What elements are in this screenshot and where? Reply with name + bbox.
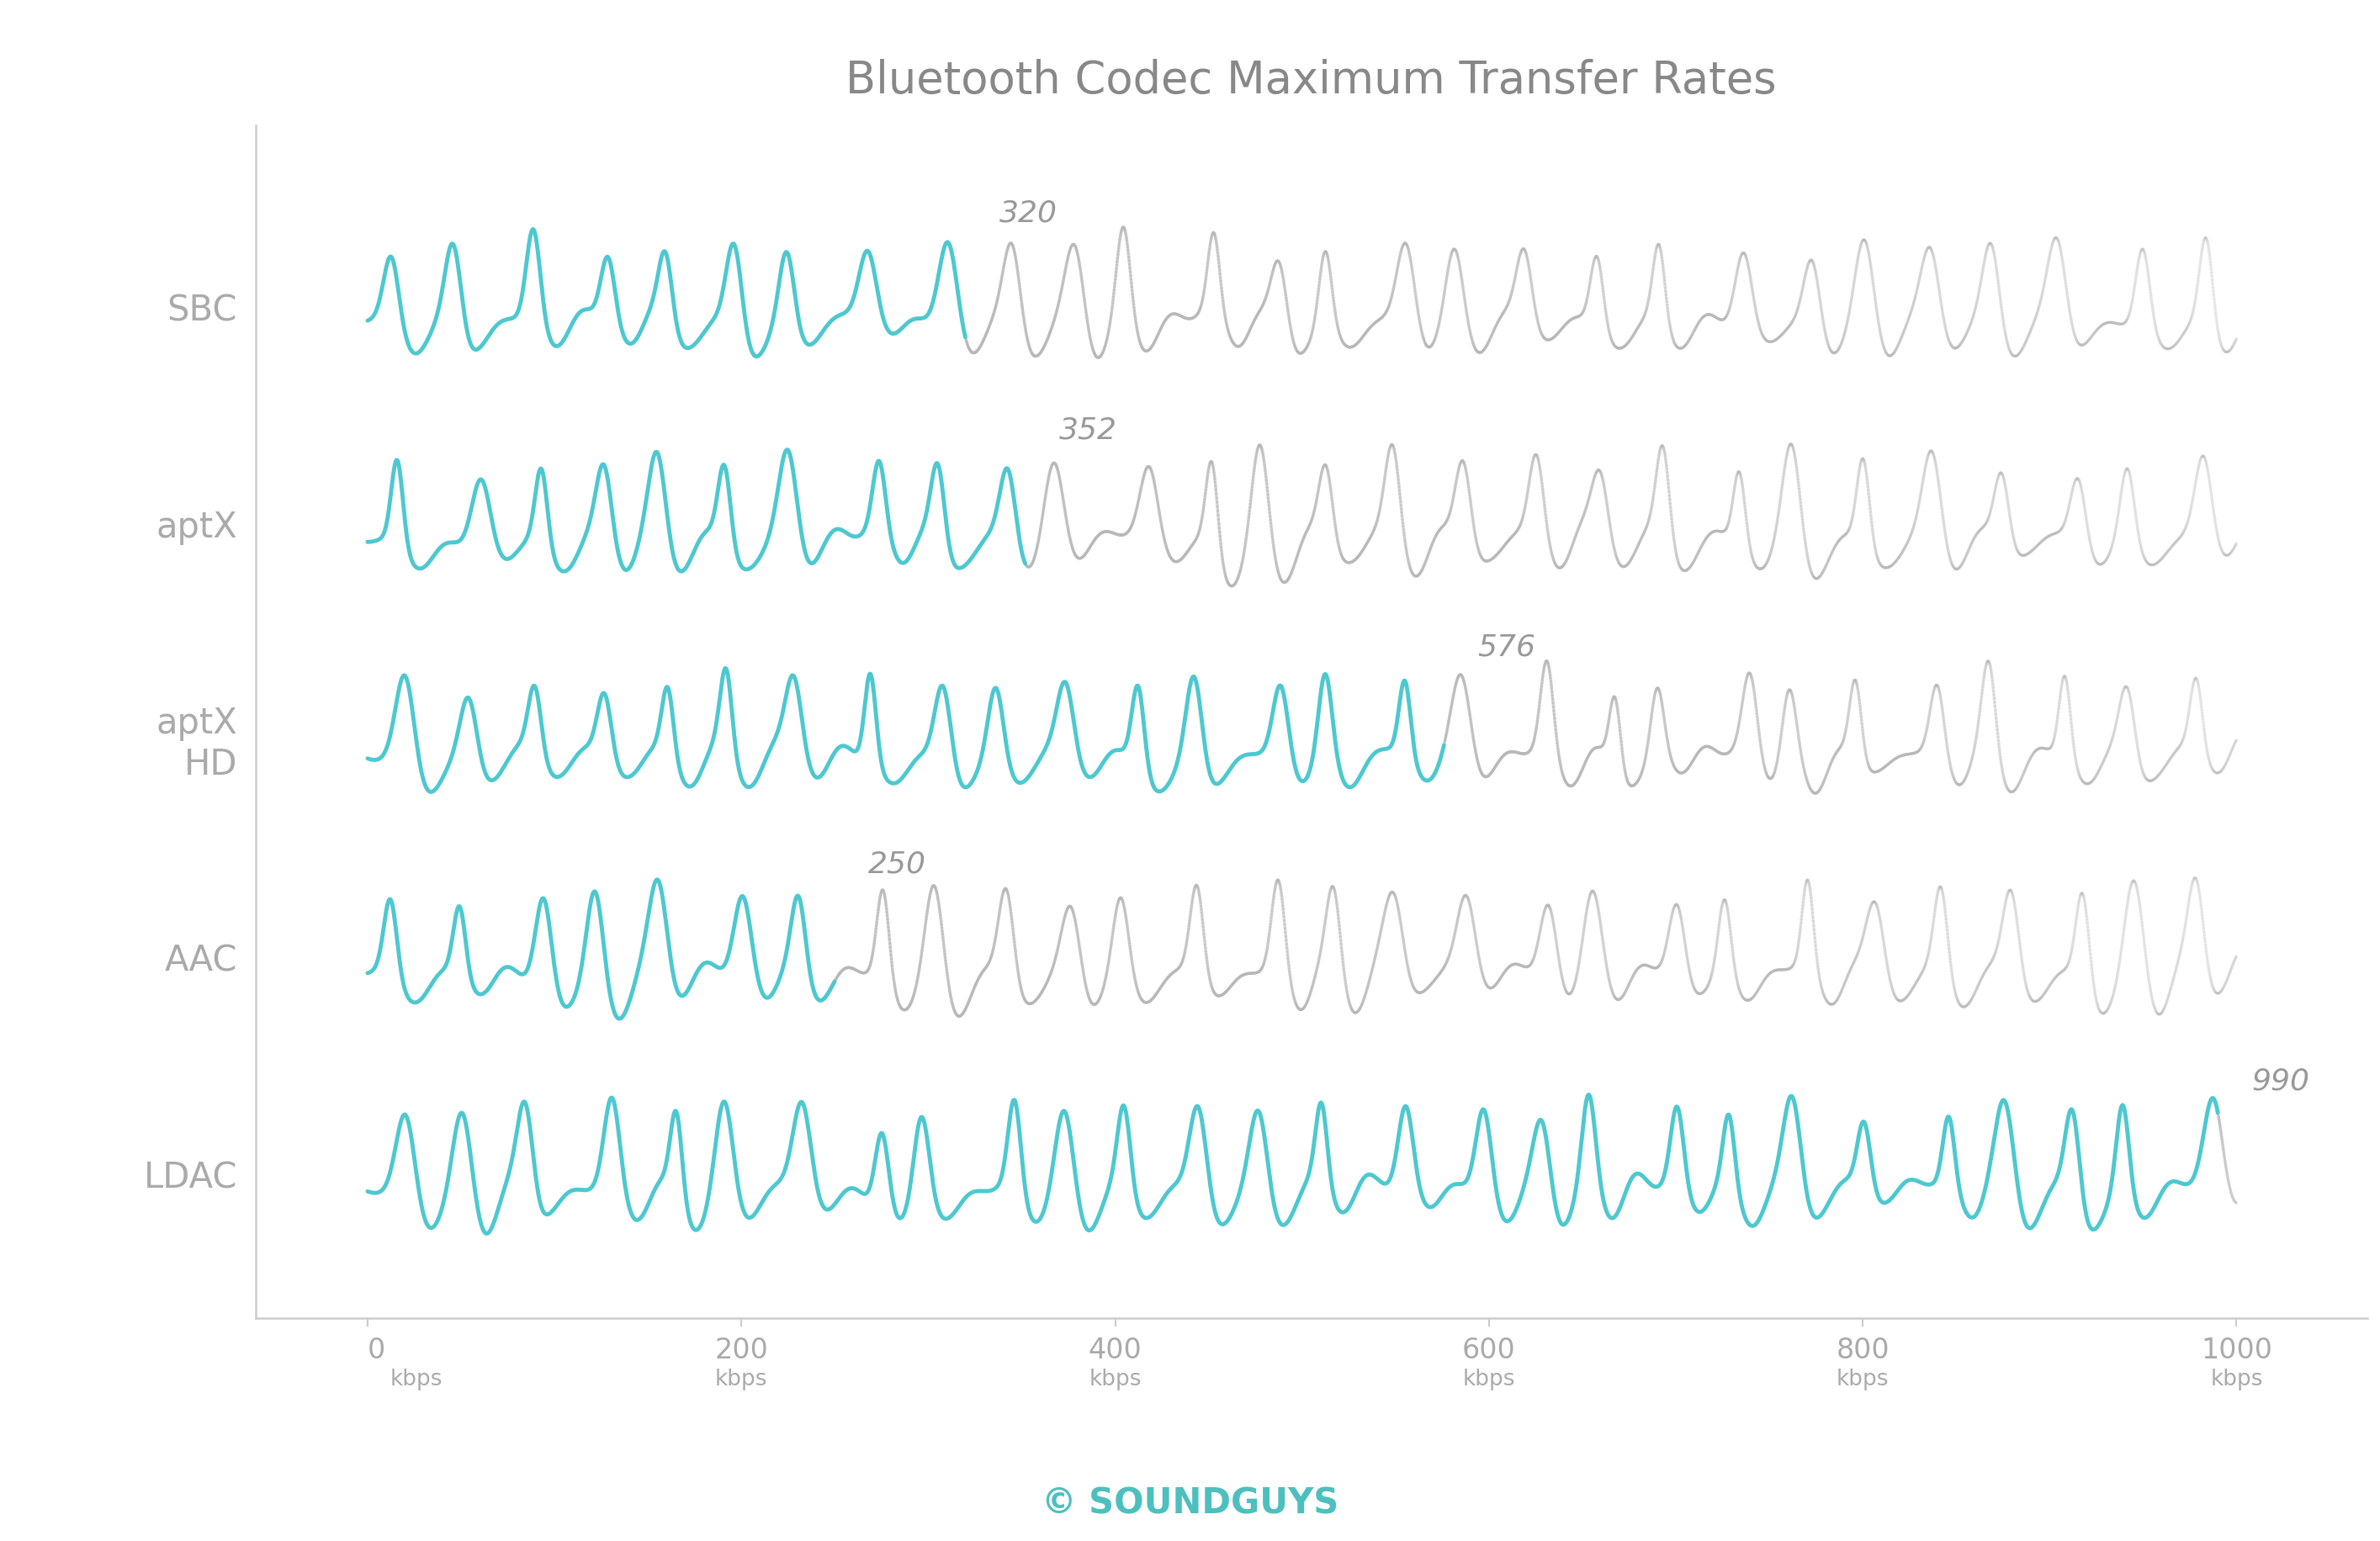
Text: 400: 400	[1088, 1336, 1142, 1364]
Text: kbps: kbps	[2211, 1368, 2263, 1390]
Text: kbps: kbps	[714, 1368, 769, 1390]
Text: 200: 200	[714, 1336, 769, 1364]
Text: 250: 250	[869, 849, 926, 878]
Text: 1000: 1000	[2202, 1336, 2273, 1364]
Text: 990: 990	[2251, 1066, 2309, 1094]
Text: kbps: kbps	[1464, 1368, 1516, 1390]
Text: kbps: kbps	[390, 1368, 443, 1390]
Text: kbps: kbps	[1837, 1368, 1890, 1390]
Title: Bluetooth Codec Maximum Transfer Rates: Bluetooth Codec Maximum Transfer Rates	[845, 59, 1778, 103]
Text: 800: 800	[1835, 1336, 1890, 1364]
Text: 320: 320	[1000, 199, 1057, 228]
Text: 600: 600	[1461, 1336, 1516, 1364]
Text: 576: 576	[1478, 633, 1535, 661]
Text: 0: 0	[367, 1336, 386, 1364]
Text: © SOUNDGUYS: © SOUNDGUYS	[1042, 1486, 1338, 1519]
Text: 352: 352	[1059, 416, 1116, 444]
Text: kbps: kbps	[1090, 1368, 1142, 1390]
